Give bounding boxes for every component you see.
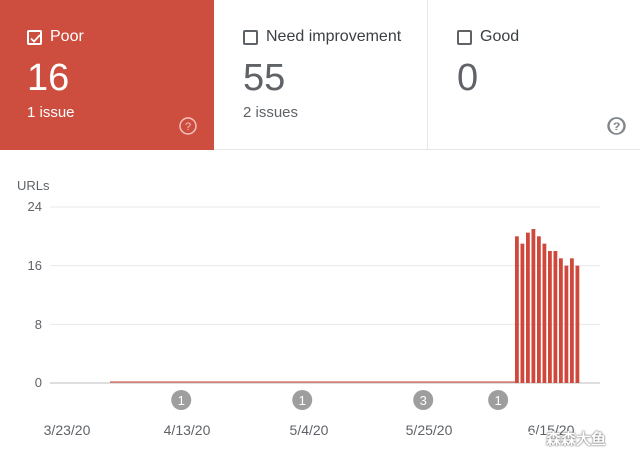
tile-issue-count: 2 issues bbox=[243, 104, 299, 121]
annotation-label: 1 bbox=[299, 393, 306, 408]
bar bbox=[564, 265, 569, 383]
x-tick-label: 5/4/20 bbox=[289, 422, 329, 438]
bar bbox=[548, 251, 552, 383]
annotation-label: 3 bbox=[420, 393, 427, 408]
status-tiles: Poor 16 1 issue ? Need improvement 55 2 … bbox=[0, 0, 640, 150]
annotation-label: 1 bbox=[495, 393, 502, 408]
annotation-marker[interactable]: 1 bbox=[292, 390, 313, 410]
y-tick-label: 24 bbox=[27, 199, 42, 214]
tile-header: Need improvement bbox=[243, 28, 401, 46]
tile-label: Poor bbox=[50, 28, 84, 45]
bar bbox=[520, 243, 525, 383]
checkbox-unchecked-icon[interactable] bbox=[457, 29, 472, 45]
x-tick-label: 6/15/20 bbox=[527, 422, 575, 438]
svg-text:?: ? bbox=[185, 121, 191, 133]
bar bbox=[526, 232, 530, 383]
annotation-circle[interactable] bbox=[292, 390, 313, 410]
bar bbox=[537, 236, 541, 383]
bar bbox=[553, 251, 558, 383]
annotation-circle[interactable] bbox=[171, 390, 192, 410]
annotation-circle[interactable] bbox=[488, 390, 509, 410]
tile-issue-count: 1 issue bbox=[27, 104, 75, 121]
annotation-marker[interactable]: 3 bbox=[413, 390, 434, 410]
bar bbox=[570, 258, 574, 383]
tile-need-improvement[interactable]: Need improvement 55 2 issues ? bbox=[214, 0, 625, 150]
x-tick-label: 4/13/20 bbox=[163, 422, 211, 438]
tile-header: Poor bbox=[27, 28, 84, 46]
annotation-circle[interactable] bbox=[413, 390, 434, 410]
tile-label: Good bbox=[480, 28, 520, 45]
svg-text:?: ? bbox=[613, 121, 619, 133]
tile-header: Good bbox=[457, 28, 519, 46]
y-tick-label: 16 bbox=[27, 258, 42, 273]
bar bbox=[542, 243, 547, 383]
watermark-text: 森森大鱼 bbox=[546, 431, 607, 448]
help-icon[interactable]: ? bbox=[608, 117, 626, 135]
tile-count: 16 bbox=[27, 57, 70, 99]
tile-count: 0 bbox=[457, 57, 479, 99]
bar bbox=[575, 265, 580, 383]
x-tick-label: 5/25/20 bbox=[405, 422, 453, 438]
x-tick-label: 3/23/20 bbox=[43, 422, 91, 438]
tile-good[interactable]: Good 0 ? bbox=[428, 0, 640, 150]
y-tick-label: 0 bbox=[34, 375, 42, 390]
tile-label: Need improvement bbox=[266, 28, 402, 45]
tile-poor[interactable]: Poor 16 1 issue ? bbox=[0, 0, 214, 150]
bar bbox=[531, 229, 536, 383]
y-axis-label: URLs bbox=[17, 178, 50, 193]
wechat-icon bbox=[522, 431, 542, 446]
watermark: 森森大鱼 bbox=[522, 428, 606, 449]
help-icon[interactable]: ? bbox=[179, 117, 197, 135]
annotation-label: 1 bbox=[178, 393, 185, 408]
y-tick-label: 8 bbox=[34, 317, 42, 332]
checkbox-unchecked-icon[interactable] bbox=[243, 29, 258, 45]
bar bbox=[515, 236, 519, 383]
bar bbox=[559, 258, 563, 383]
annotation-marker[interactable]: 1 bbox=[171, 390, 192, 410]
checkbox-checked-icon[interactable] bbox=[27, 29, 42, 45]
svg-text:?: ? bbox=[614, 121, 620, 133]
annotation-marker[interactable]: 1 bbox=[488, 390, 509, 410]
tile-count: 55 bbox=[243, 57, 286, 99]
